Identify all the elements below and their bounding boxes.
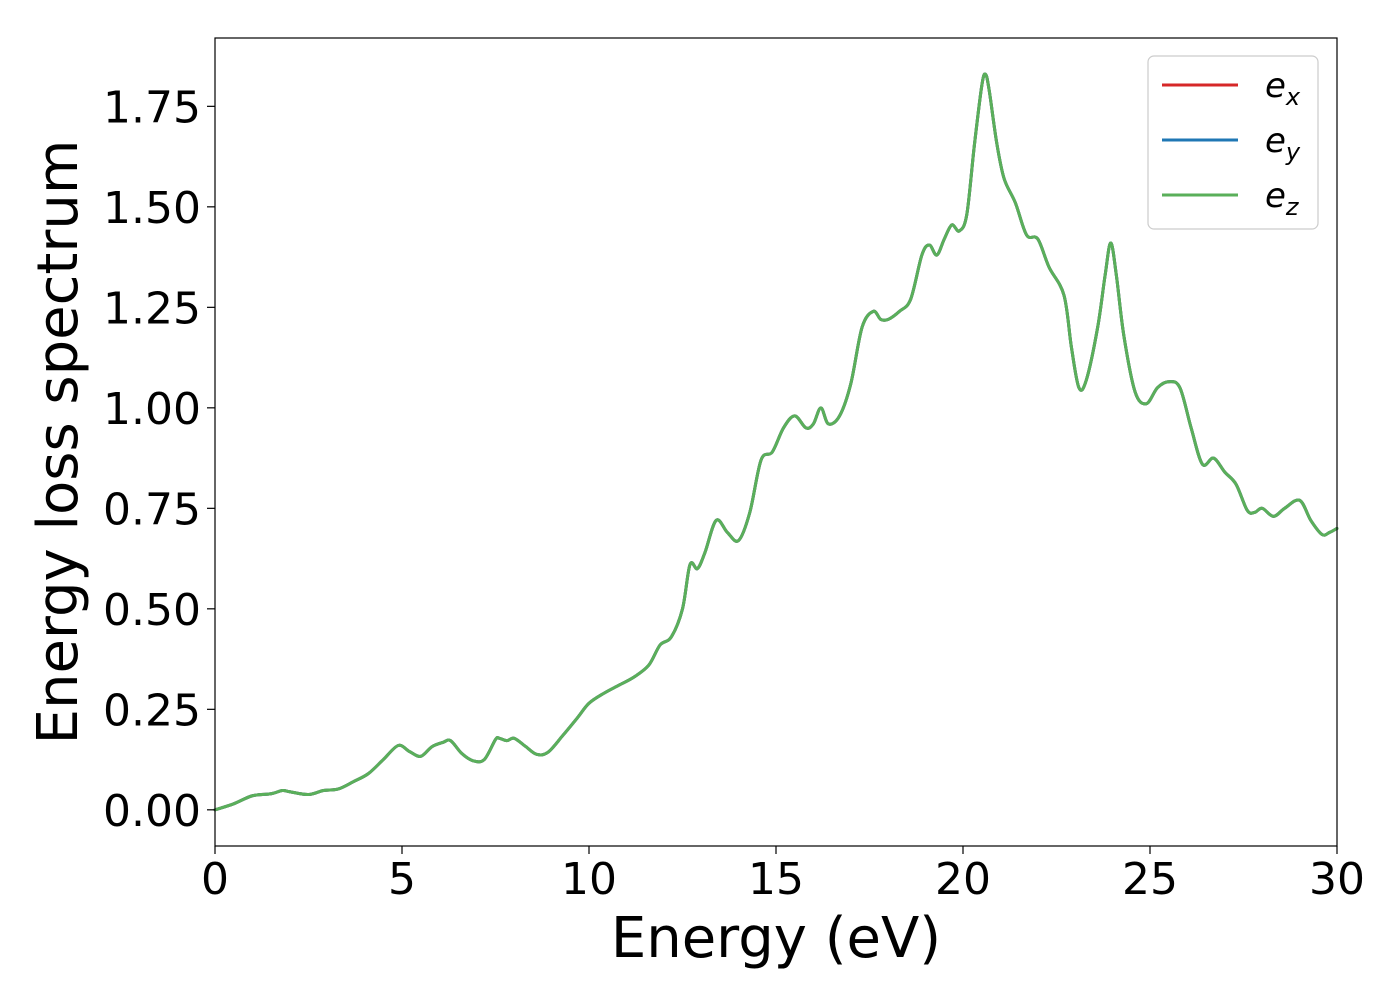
x-tick-label: 0 [201, 854, 229, 905]
x-tick-label: 30 [1309, 854, 1365, 905]
x-tick-label: 5 [388, 854, 416, 905]
y-axis-ticks: 0.00 0.25 0.50 0.75 1.00 1.25 1.50 1.75 [103, 82, 215, 837]
x-tick-label: 15 [748, 854, 804, 905]
x-axis-ticks: 0 5 10 15 20 25 30 [201, 846, 1365, 905]
y-tick-label: 1.00 [103, 384, 201, 435]
x-tick-label: 10 [561, 854, 617, 905]
x-axis-label: Energy (eV) [611, 906, 941, 971]
y-tick-label: 1.75 [103, 82, 201, 133]
x-tick-label: 25 [1122, 854, 1178, 905]
x-tick-label: 20 [935, 854, 991, 905]
series-layer [213, 72, 1339, 812]
y-tick-label: 1.50 [103, 183, 201, 234]
y-tick-label: 0.50 [103, 585, 201, 636]
y-axis-label: Energy loss spectrum [26, 140, 91, 745]
y-tick-label: 0.75 [103, 484, 201, 535]
y-tick-label: 0.25 [103, 685, 201, 736]
y-tick-label: 1.25 [103, 283, 201, 334]
series-line-e-z [213, 72, 1339, 812]
legend-box [1147, 55, 1319, 230]
y-tick-label: 0.00 [103, 786, 201, 837]
